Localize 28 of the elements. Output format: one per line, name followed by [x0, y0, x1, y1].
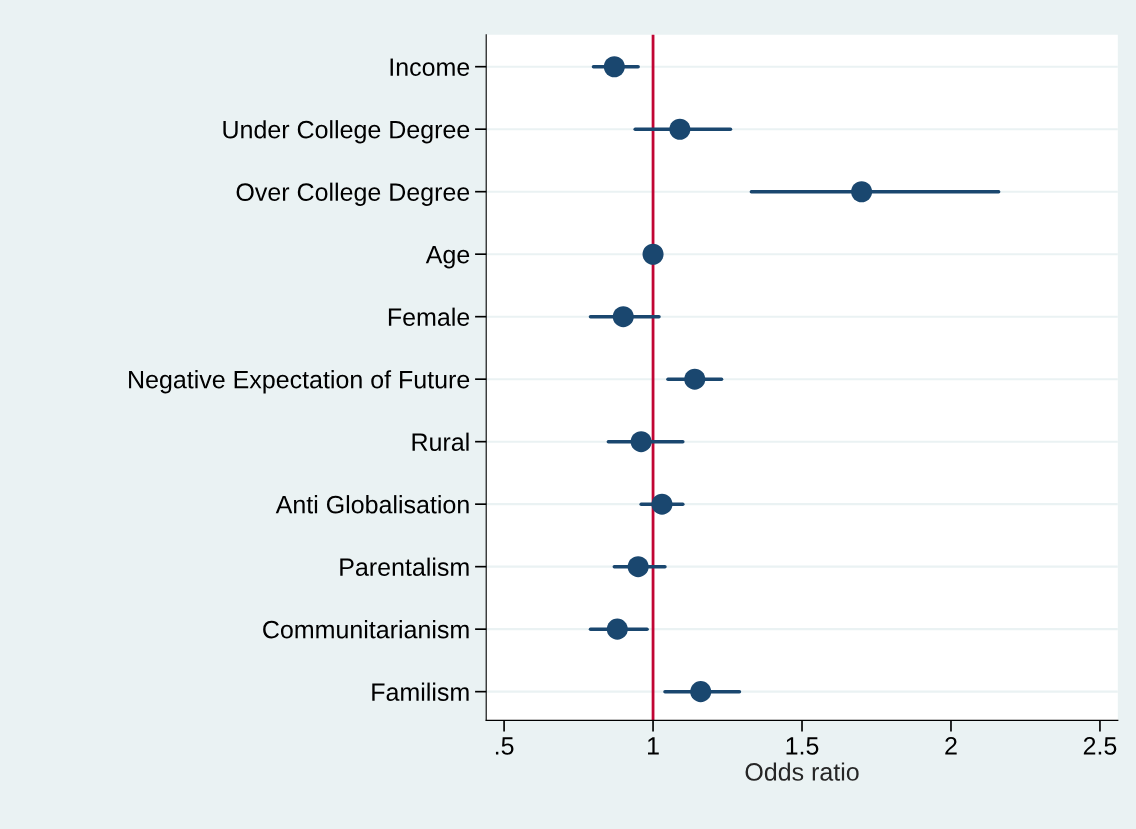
point [603, 56, 625, 78]
y-tick-label: Under College Degree [223, 120, 470, 144]
x-tick-label: 2.5 [1083, 737, 1117, 755]
x-tick-label: 1.5 [786, 737, 819, 755]
point [669, 118, 691, 140]
point [651, 493, 673, 515]
y-tick-label: Communitarianism [263, 620, 469, 639]
point [690, 681, 712, 703]
y-tick-label: Income [390, 58, 470, 76]
x-tick-label: 2 [945, 737, 957, 755]
y-tick-label: Parentalism [340, 557, 469, 576]
point [630, 431, 652, 453]
x-tick-label: .5 [495, 737, 514, 755]
x-tick-label: 1 [648, 737, 659, 755]
x-axis-title: Odds ratio [745, 762, 859, 781]
point [612, 306, 634, 328]
point [684, 368, 706, 390]
y-tick-label: Familism [372, 682, 469, 701]
y-tick-label: Anti Globalisation [275, 495, 469, 514]
point [627, 556, 649, 578]
y-tick-label: Female [388, 307, 470, 326]
y-tick-label: Age [425, 246, 470, 269]
point [851, 181, 873, 203]
y-tick-label: Rural [412, 432, 469, 451]
point [642, 243, 664, 265]
y-tick-label: Over College Degree [236, 182, 470, 206]
point [606, 618, 628, 640]
y-tick-label: Negative Expectation of Future [129, 370, 470, 394]
